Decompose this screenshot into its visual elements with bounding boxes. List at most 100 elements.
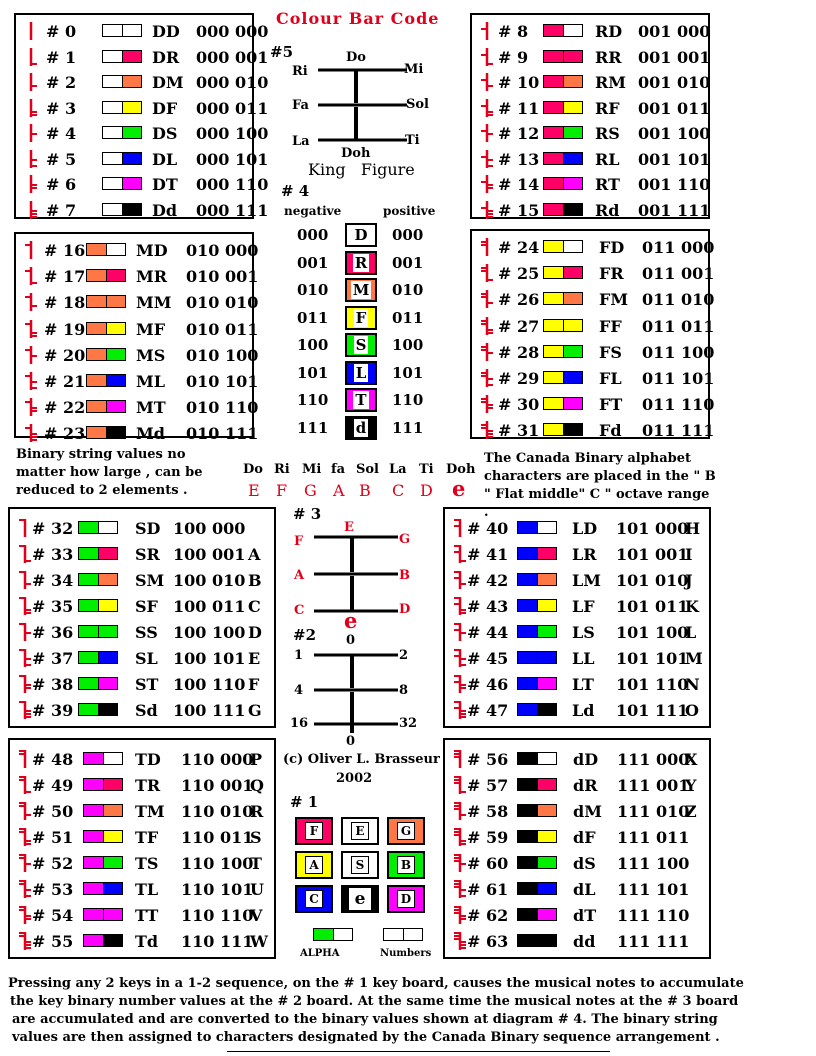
binary-value: 000 000 — [196, 22, 269, 41]
diagram3-label: # 3 — [293, 505, 322, 523]
code-letters: MF — [136, 319, 166, 339]
footer-line-1: the key binary number values at the # 2 … — [10, 994, 739, 1009]
code-number: # 36 — [32, 623, 74, 642]
color-swatch — [102, 151, 142, 165]
code-glyph-icon — [454, 906, 466, 924]
code-glyph-icon — [19, 828, 31, 846]
table-row: # 59 dF 111 011 — [445, 826, 709, 848]
color-swatch — [543, 397, 583, 411]
binary-value: 100 101 — [173, 649, 246, 668]
color-swatch — [543, 24, 583, 37]
table-row: # 39 Sd 100 111 G — [10, 699, 274, 721]
key-E[interactable]: E — [341, 817, 379, 845]
key-F[interactable]: F — [295, 817, 333, 845]
table-row: # 56 dD 111 000 X — [445, 748, 709, 770]
key-D[interactable]: D — [387, 885, 425, 913]
code-number: # 24 — [498, 238, 540, 257]
alphabet-char: P — [250, 750, 263, 769]
solfege-note: fa — [331, 462, 346, 477]
code-letters: MM — [136, 293, 172, 313]
table-row: # 46 LT 101 110 N — [445, 673, 709, 695]
d2-right-1: 8 — [399, 683, 409, 698]
code-glyph-icon — [454, 597, 466, 615]
table-row: # 15 Rd 001 111 — [472, 199, 710, 221]
note-letter: R — [352, 253, 370, 272]
negative-label: negative — [284, 204, 342, 218]
negative-value: 100 — [297, 336, 329, 354]
table-row: # 44 LS 101 100 L — [445, 621, 709, 643]
table-row: # 37 SL 100 101 E — [10, 647, 274, 669]
code-letters: MS — [136, 345, 166, 365]
code-glyph-icon — [454, 854, 466, 872]
code-number: # 31 — [498, 421, 540, 441]
binary-value: 011 001 — [642, 264, 715, 284]
note-la: La — [292, 134, 310, 149]
d2-bottom: 0 — [346, 734, 356, 749]
code-glyph-icon — [454, 802, 466, 820]
code-number: # 22 — [44, 398, 86, 418]
code-table-4: # 32 SD 100 000 # 33 SR 100 001 A # 34 SM 100 010… — [8, 507, 276, 728]
key-B[interactable]: B — [387, 851, 425, 879]
code-glyph-icon — [481, 421, 493, 440]
color-swatch — [78, 599, 118, 612]
code-glyph-icon — [481, 238, 489, 256]
color-swatch — [78, 573, 118, 586]
footer-line-0: Pressing any 2 keys in a 1-2 sequence, o… — [8, 976, 744, 991]
table-row: # 23 Md 010 111 — [16, 422, 258, 444]
table-row: # 11 RF 001 011 — [472, 97, 710, 119]
key-e[interactable]: e — [341, 885, 379, 913]
code-glyph-icon — [481, 342, 493, 361]
binary-value: 010 101 — [186, 372, 259, 391]
binary-value: 001 000 — [638, 22, 711, 41]
binary-value: 100 000 — [173, 519, 246, 538]
code-letters: LD — [572, 519, 598, 538]
code-letters: TS — [135, 854, 159, 873]
code-number: # 61 — [467, 880, 509, 899]
table-row: # 41 LR 101 001 I — [445, 543, 709, 565]
d3-left-2: C — [294, 603, 305, 618]
code-number: # 26 — [498, 290, 540, 310]
code-letters: FL — [599, 369, 622, 388]
color-swatch — [543, 292, 583, 306]
code-number: # 37 — [32, 649, 74, 668]
key-G[interactable]: G — [387, 817, 425, 845]
code-glyph-icon — [454, 880, 466, 898]
code-letters: TR — [135, 776, 161, 795]
binary-value: 110 100 — [181, 854, 254, 873]
code-glyph-icon — [19, 623, 31, 641]
key-label: F — [305, 822, 323, 840]
note-letter-red: G — [304, 481, 317, 500]
binary-value: 001 100 — [638, 124, 711, 143]
table-row: # 31 Fd 011 111 — [472, 419, 714, 441]
color-swatch — [102, 126, 142, 139]
alphabet-char: R — [250, 802, 264, 821]
code-number: # 19 — [44, 319, 86, 339]
code-number: # 59 — [467, 828, 509, 847]
note-fa: Fa — [292, 98, 309, 113]
code-letters: SD — [135, 519, 161, 538]
note-letter: D — [354, 226, 368, 244]
code-letters: Fd — [599, 421, 622, 441]
code-number: # 55 — [32, 932, 74, 951]
code-letters: SL — [135, 649, 158, 668]
code-glyph-icon — [454, 571, 466, 589]
d2-right-2: 32 — [399, 716, 418, 731]
note-letter: L — [353, 363, 369, 382]
code-number: # 9 — [498, 47, 529, 67]
d3-top: E — [344, 520, 354, 535]
color-swatch — [543, 318, 583, 332]
code-number: # 27 — [498, 316, 540, 336]
code-letters: ST — [135, 675, 159, 694]
code-glyph-icon — [29, 175, 37, 193]
code-letters: SS — [135, 623, 158, 642]
binary-value: 110 110 — [181, 906, 254, 925]
color-swatch — [517, 521, 557, 534]
key-label: G — [397, 822, 415, 840]
table-row: # 47 Ld 101 111 O — [445, 699, 709, 721]
key-A[interactable]: A — [295, 851, 333, 879]
code-glyph-icon — [481, 264, 493, 283]
code-number: # 28 — [498, 342, 540, 362]
alphabet-char: N — [685, 675, 700, 694]
key-C[interactable]: C — [295, 885, 333, 913]
key-S[interactable]: S — [341, 851, 379, 879]
